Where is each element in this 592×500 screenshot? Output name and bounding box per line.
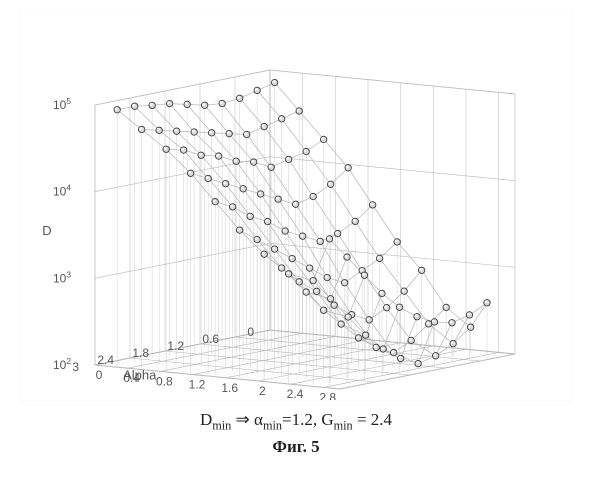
svg-text:D: D <box>42 223 51 238</box>
caption-D-sub: min <box>212 418 231 432</box>
svg-text:0: 0 <box>247 325 254 339</box>
svg-text:1.8: 1.8 <box>132 346 149 360</box>
svg-text:1.2: 1.2 <box>189 378 206 392</box>
svg-text:0.4: 0.4 <box>123 371 140 385</box>
svg-text:0: 0 <box>96 368 103 382</box>
caption-alpha-sub: min <box>263 418 282 432</box>
caption-G-sub: min <box>334 418 353 432</box>
svg-text:1.6: 1.6 <box>221 381 238 395</box>
surface-plot-3d: 00.61.21.82.43Alpha00.40.81.21.622.42.8G… <box>20 10 572 400</box>
caption-formula: Dmin ⇒ αmin=1.2, Gmin = 2.4 <box>20 410 572 433</box>
caption-G-val: = 2.4 <box>353 410 392 429</box>
svg-text:102: 102 <box>53 356 71 372</box>
caption-D: D <box>200 410 212 429</box>
figure-label: Фиг. 5 <box>20 437 572 457</box>
caption-alpha-val: =1.2, <box>282 410 321 429</box>
svg-text:0.8: 0.8 <box>156 374 173 388</box>
svg-text:0.6: 0.6 <box>202 332 219 346</box>
svg-text:1.2: 1.2 <box>167 339 184 353</box>
svg-text:G: G <box>289 398 299 400</box>
caption-alpha: α <box>254 410 263 429</box>
svg-text:2: 2 <box>259 384 266 398</box>
svg-text:2.8: 2.8 <box>319 390 336 400</box>
caption-arrow: ⇒ <box>231 410 254 429</box>
svg-text:105: 105 <box>53 96 71 112</box>
svg-text:2.4: 2.4 <box>97 353 114 367</box>
svg-text:3: 3 <box>72 360 79 374</box>
svg-text:104: 104 <box>53 183 71 199</box>
svg-text:103: 103 <box>53 269 71 285</box>
caption-G: G <box>321 410 333 429</box>
